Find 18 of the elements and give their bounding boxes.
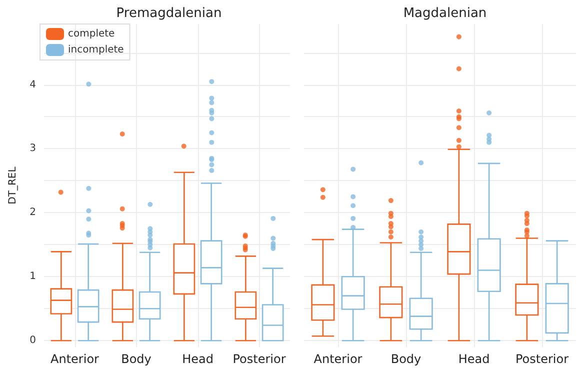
- x-tick-label: Anterior: [314, 352, 362, 366]
- legend-label: incomplete: [68, 44, 124, 56]
- x-tick-label: Head: [182, 352, 214, 366]
- x-tick-label: Body: [390, 352, 422, 366]
- y-tick-label: 2: [30, 207, 36, 218]
- y-tick-label: 3: [30, 143, 36, 154]
- x-tick-label: Body: [121, 352, 152, 366]
- y-tick-label: 0: [30, 335, 36, 346]
- x-tick-label: Posterior: [515, 352, 569, 366]
- chart-title: Magdalenian: [403, 6, 487, 21]
- y-axis-title: DT_REL: [8, 166, 18, 204]
- x-tick-label: Posterior: [232, 352, 286, 366]
- chart-title: Premagdalenian: [116, 6, 222, 21]
- legend-label: complete: [68, 28, 115, 40]
- y-tick-label: 1: [30, 271, 36, 282]
- y-tick-label: 4: [30, 79, 36, 90]
- x-tick-label: Head: [458, 352, 490, 366]
- x-tick-label: Anterior: [50, 352, 100, 366]
